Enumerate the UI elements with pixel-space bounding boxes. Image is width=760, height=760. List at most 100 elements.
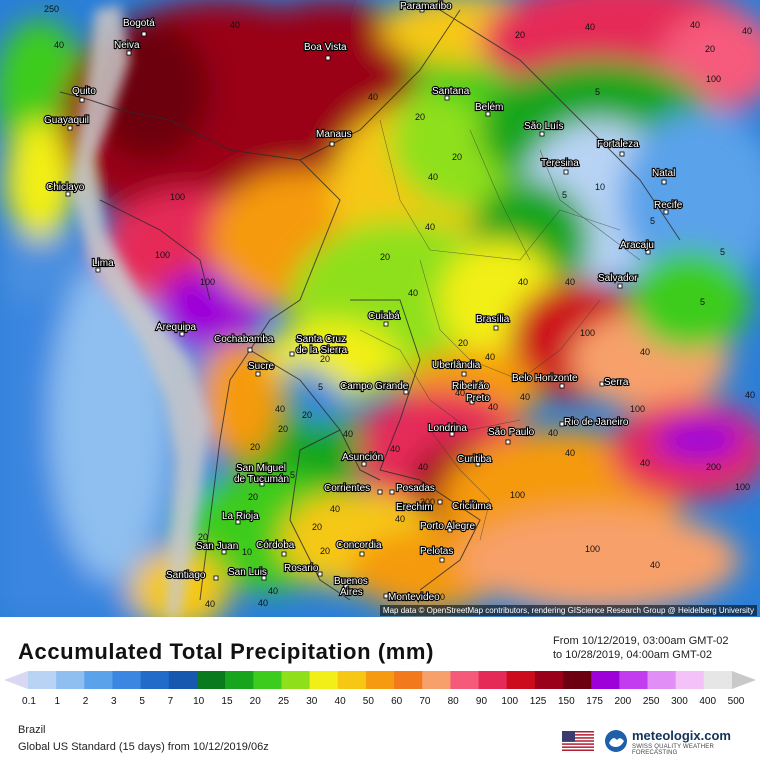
scale-swatch (647, 671, 677, 689)
city-belem: Belém (474, 101, 504, 117)
scale-swatch (84, 671, 113, 689)
city-quito: Quito (71, 85, 97, 103)
value-label: 40 (258, 598, 268, 608)
value-label: 40 (585, 22, 595, 32)
svg-text:La Rioja: La Rioja (222, 511, 259, 522)
city-labels: Paramaribo Bogotá Neiva Boa Vista Quito … (43, 0, 684, 604)
city-curitiba: Curitiba (456, 453, 493, 467)
precipitation-field (0, 0, 760, 617)
model-run-label: Global US Standard (15 days) from 10/12/… (18, 741, 269, 753)
city-teresina: Teresina (540, 157, 580, 175)
city-sao-paulo: São Paulo (487, 426, 536, 445)
svg-text:Lima: Lima (92, 258, 114, 269)
value-label: 40 (395, 514, 405, 524)
value-label: 20 (705, 44, 715, 54)
value-label: 40 (518, 277, 528, 287)
value-label: 5 (562, 190, 567, 200)
scale-tick-label: 150 (557, 696, 575, 707)
svg-text:de Tucumán: de Tucumán (234, 474, 289, 485)
color-scale-ticks: 0.1 1 2 3 5 7 10 15 20 25 30 40 50 60 70 80 90 100 125 150 1… (0, 696, 760, 710)
value-label: 200 (706, 462, 721, 472)
value-label: 5 (700, 297, 705, 307)
svg-text:Chiclayo: Chiclayo (46, 182, 85, 193)
value-label: 40 (650, 560, 660, 570)
value-label: 20 (248, 492, 258, 502)
scale-tick-label: 15 (221, 696, 233, 707)
scale-arrow-right (732, 671, 756, 689)
scale-tick-label: 2 (82, 696, 89, 707)
svg-text:Teresina: Teresina (541, 158, 579, 169)
city-chiclayo: Chiclayo (45, 181, 86, 197)
scale-tick-label: 10 (193, 696, 205, 707)
svg-text:San Miguel: San Miguel (236, 463, 286, 474)
value-label: 20 (250, 442, 260, 452)
value-label: 20 (312, 522, 322, 532)
value-label: 20 (458, 338, 468, 348)
city-erechim: Erechim (395, 499, 443, 514)
city-pelotas: Pelotas (419, 545, 454, 563)
svg-text:Porto Alegre: Porto Alegre (420, 521, 475, 532)
value-label: 5 (318, 382, 323, 392)
value-label: 100 (510, 490, 525, 500)
city-fortaleza: Fortaleza (596, 138, 640, 157)
svg-text:Posadas: Posadas (396, 483, 435, 494)
value-label: 40 (565, 277, 575, 287)
svg-text:São Luís: São Luís (524, 121, 563, 132)
svg-text:Corrientes: Corrientes (324, 483, 370, 494)
scale-tick-label: 175 (586, 696, 603, 707)
scale-swatch (394, 671, 423, 689)
svg-text:Sucre: Sucre (248, 361, 275, 372)
svg-text:Belo Horizonte: Belo Horizonte (512, 373, 578, 384)
scale-tick-label: 200 (614, 696, 632, 707)
city-criciuma: Criciúma (451, 499, 493, 513)
scale-tick-label: 500 (727, 696, 745, 707)
svg-text:Paramaribo: Paramaribo (400, 1, 452, 12)
value-label: 100 (706, 74, 721, 84)
city-cuiaba: Cuiabá (367, 310, 401, 327)
value-label: 40 (408, 288, 418, 298)
state-borders (359, 119, 641, 541)
svg-text:Bogotá: Bogotá (123, 18, 155, 29)
value-label: 10 (595, 182, 605, 192)
city-salvador: Salvador (597, 272, 639, 289)
svg-text:São Paulo: São Paulo (488, 427, 535, 438)
scale-swatch (281, 671, 311, 689)
city-brasilia: Brasília (475, 313, 511, 331)
value-label: 40 (520, 392, 530, 402)
svg-text:Uberlândia: Uberlândia (432, 360, 481, 371)
svg-text:Pelotas: Pelotas (420, 546, 453, 557)
city-santiago: Santiago (165, 569, 219, 582)
svg-text:Serra: Serra (604, 377, 629, 388)
scale-swatch (253, 671, 282, 689)
scale-swatch (563, 671, 592, 689)
map-attribution: Map data © OpenStreetMap contributors, r… (379, 605, 757, 616)
svg-text:Cochabamba: Cochabamba (214, 334, 274, 345)
city-recife: Recife (653, 199, 684, 215)
city-sao-luis: São Luís (523, 120, 565, 137)
svg-text:Montevideo: Montevideo (388, 592, 440, 603)
city-campo-grande: Campo Grande (339, 380, 410, 395)
value-label: 40 (343, 429, 353, 439)
scale-tick-label: 0.1 (22, 696, 36, 707)
city-londrina: Londrina (427, 422, 468, 437)
value-label: 20 (320, 354, 330, 364)
svg-text:Campo Grande: Campo Grande (340, 381, 409, 392)
value-label: 40 (565, 448, 575, 458)
scale-swatch (225, 671, 254, 689)
value-label: 100 (170, 192, 185, 202)
value-labels: 250 40 40 20 40 40 20 5 40 20 100 40 100… (44, 4, 755, 609)
svg-text:Quito: Quito (72, 86, 96, 97)
city-rio-de-janeiro: Rio de Janeiro (559, 416, 630, 429)
scale-swatch (478, 671, 508, 689)
date-to: to 10/28/2019, 04:00am GMT-02 (553, 649, 712, 661)
value-label: 5 (650, 216, 655, 226)
svg-text:Rio de Janeiro: Rio de Janeiro (564, 417, 629, 428)
city-porto-alegre: Porto Alegre (419, 520, 477, 533)
brand-logo[interactable]: meteologix.com SWISS QUALITY WEATHER FOR… (604, 726, 754, 756)
value-label: 40 (54, 40, 64, 50)
scale-swatch (365, 671, 395, 689)
value-label: 40 (640, 458, 650, 468)
date-range: From 10/12/2019, 03:00am GMT-02 to 10/28… (553, 634, 760, 662)
